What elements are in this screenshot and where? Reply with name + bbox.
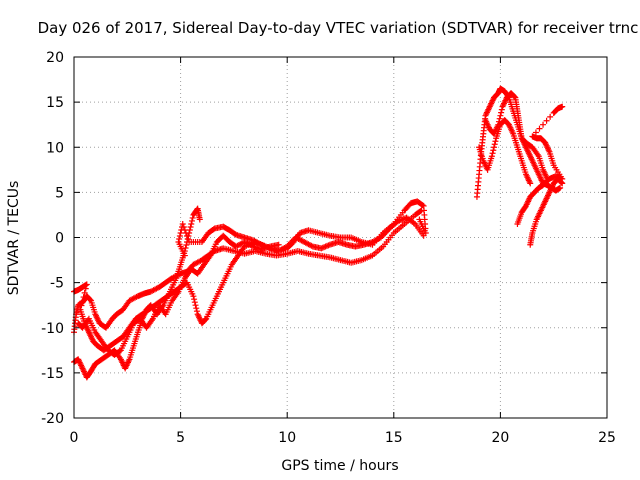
data-point (532, 129, 539, 136)
y-tick-label: 0 (55, 231, 64, 247)
data-point (492, 138, 499, 145)
data-point (179, 220, 186, 227)
data-point (417, 208, 424, 215)
data-point (529, 133, 536, 140)
y-tick-label: -15 (41, 366, 64, 382)
data-point (193, 308, 200, 315)
data-point (420, 232, 427, 239)
data-point (190, 293, 197, 300)
data-point (79, 298, 86, 305)
y-tick-label: -5 (50, 276, 64, 292)
x-tick-label: 20 (491, 430, 509, 446)
data-point (419, 202, 426, 209)
data-point (80, 294, 87, 301)
data-point (116, 348, 123, 355)
data-point (540, 121, 547, 128)
data-point (495, 118, 502, 125)
chart-title: Day 026 of 2017, Sidereal Day-to-day VTE… (38, 19, 639, 37)
y-tick-label: 15 (46, 95, 64, 111)
y-tick-label: 20 (46, 50, 64, 66)
data-point (176, 236, 183, 243)
data-point (187, 223, 194, 230)
data-point (87, 296, 94, 303)
data-point (183, 242, 190, 249)
data-point (536, 125, 543, 132)
data-point (182, 229, 189, 236)
plot-frame (73, 56, 608, 419)
y-tick-label: -20 (41, 411, 64, 427)
data-point (185, 236, 192, 243)
data-point (497, 112, 504, 119)
x-tick-label: 0 (70, 430, 79, 446)
data-point (189, 214, 196, 221)
data-point (191, 299, 198, 306)
data-point (547, 113, 554, 120)
x-tick-labels: 0 5 10 15 20 25 (70, 430, 616, 446)
data-point (498, 106, 505, 113)
data-point (175, 239, 182, 246)
data-point (496, 115, 503, 122)
data-point (193, 305, 200, 312)
x-tick-label: 5 (176, 430, 185, 446)
data-point (177, 229, 184, 236)
data-point (181, 226, 188, 233)
data-point (527, 180, 534, 187)
data-point (275, 241, 282, 248)
data-point (82, 285, 89, 292)
data-point (511, 93, 518, 100)
data-point (188, 217, 195, 224)
x-tick-label: 25 (598, 430, 616, 446)
data-points (71, 85, 566, 381)
y-axis-label: SDTVAR / TECUs (6, 181, 22, 296)
y-tick-label: 5 (55, 185, 64, 201)
data-point (188, 220, 195, 227)
data-point (191, 296, 198, 303)
data-point (543, 117, 550, 124)
data-point (416, 216, 423, 223)
data-point (182, 245, 189, 252)
data-point (183, 232, 190, 239)
x-tick-label: 15 (385, 430, 403, 446)
data-point (81, 289, 88, 296)
data-point (489, 150, 496, 157)
x-tick-label: 10 (278, 430, 296, 446)
data-point (490, 147, 497, 154)
data-point (495, 121, 502, 128)
y-tick-labels: -20 -15 -10 -5 0 5 10 15 20 (41, 50, 64, 427)
data-point (196, 216, 203, 223)
data-point (488, 153, 495, 160)
data-point (559, 103, 566, 110)
data-point (192, 302, 199, 309)
data-point (491, 144, 498, 151)
y-tick-label: 10 (46, 140, 64, 156)
data-point (491, 141, 498, 148)
data-point (202, 316, 209, 323)
data-point (83, 281, 90, 288)
data-point (498, 109, 505, 116)
data-point (557, 184, 564, 191)
data-point (78, 302, 85, 309)
data-point (180, 223, 187, 230)
data-point (176, 232, 183, 239)
x-axis-label: GPS time / hours (281, 458, 398, 474)
y-tick-label: -10 (41, 321, 64, 337)
